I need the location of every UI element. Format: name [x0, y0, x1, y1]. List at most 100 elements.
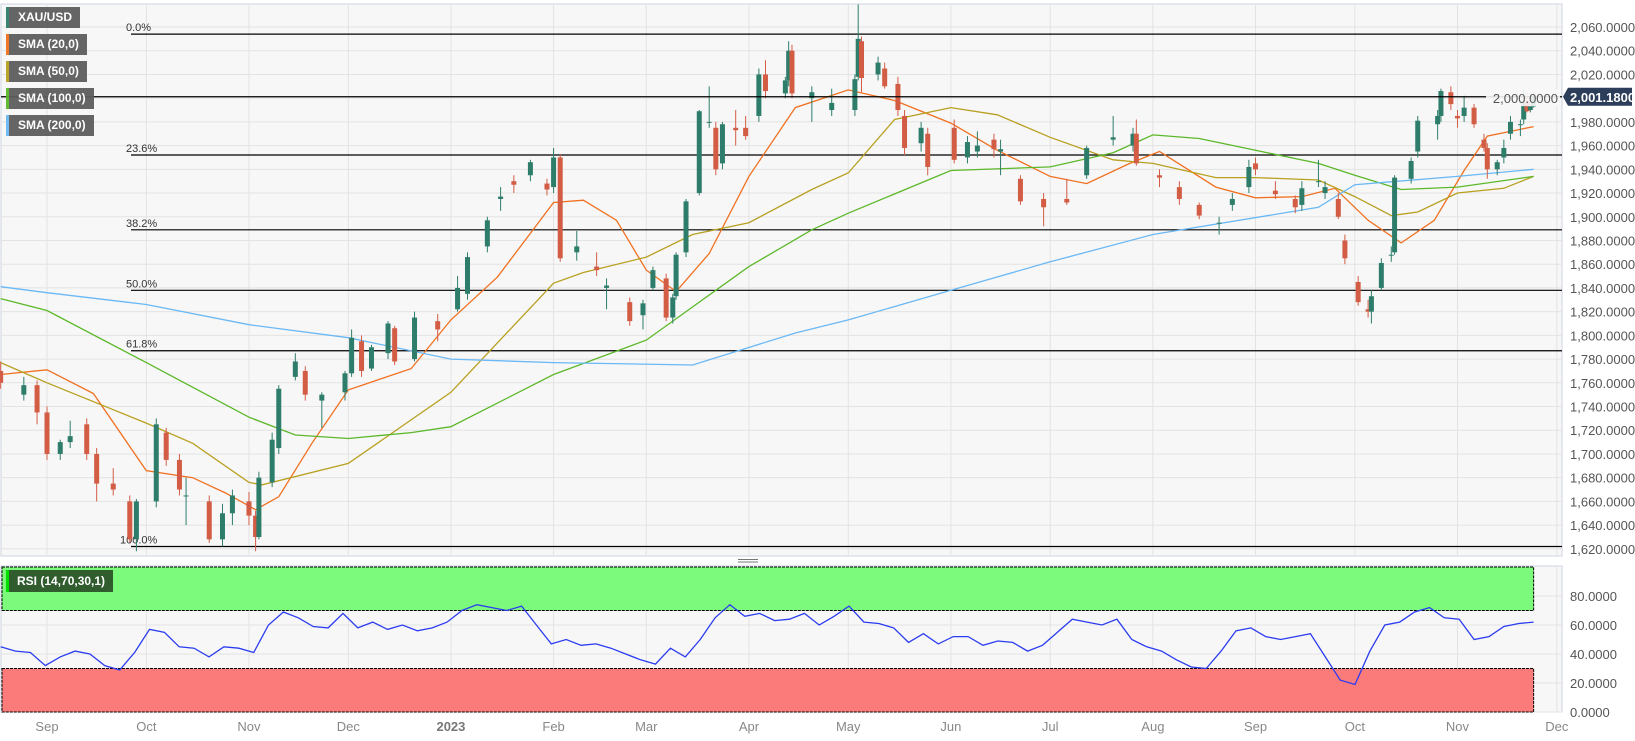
candle-body	[21, 385, 27, 395]
price-grid	[1, 5, 1562, 555]
candle-body	[551, 157, 557, 188]
price-tick-label: 1,880.0000	[1570, 233, 1635, 248]
candle-body	[829, 102, 835, 111]
sma-line-200	[0, 168, 1534, 366]
candle-body	[1216, 222, 1222, 224]
candle-body	[1471, 107, 1477, 125]
price-tick-label: 1,800.0000	[1570, 328, 1635, 343]
candle-body	[762, 74, 768, 92]
candlesticks	[0, 4, 1537, 552]
candle-body	[1461, 107, 1467, 116]
candle-body	[951, 127, 957, 160]
candle-body	[733, 127, 739, 131]
candle-body	[1507, 121, 1513, 134]
time-axis: Sep Oct Nov Dec 2023 Feb Mar Apr May Jun Jul Aug Sep…	[35, 719, 1568, 734]
candle-body	[1521, 101, 1527, 120]
candle-body	[464, 257, 470, 294]
candle-body	[1229, 198, 1235, 205]
candle-body	[269, 439, 275, 483]
price-tick-label: 1,960.0000	[1570, 139, 1635, 154]
fib-level-label: 38.2%	[126, 218, 157, 230]
candle-body	[991, 139, 997, 150]
candle-body	[349, 337, 355, 374]
price-tick-label: 1,720.0000	[1570, 423, 1635, 438]
candle-body	[1368, 296, 1374, 312]
price-tick-label: 1,900.0000	[1570, 210, 1635, 225]
candle-body	[1253, 163, 1259, 170]
price-tick-label: 1,760.0000	[1570, 376, 1635, 391]
candle-body	[650, 270, 656, 288]
candle-body	[1501, 147, 1507, 158]
candle-body	[1156, 175, 1162, 178]
candle-body	[67, 436, 73, 443]
legend-item-xau-usd[interactable]: XAU/USD	[6, 7, 81, 28]
candle-body	[0, 370, 4, 383]
rsi-zones	[1, 566, 1535, 713]
candle-body	[627, 302, 633, 322]
candle-body	[1484, 147, 1490, 170]
candle-body	[342, 373, 348, 393]
legend-item-sma-50-0[interactable]: SMA (50,0)	[6, 61, 87, 82]
tick-label-backdrop	[1486, 89, 1560, 107]
rsi-axis: 0.0000 20.0000 40.0000 60.0000 80.0000	[1570, 589, 1617, 720]
candle-body	[1435, 115, 1441, 125]
candle-body	[670, 297, 676, 318]
candle-body	[1176, 187, 1182, 199]
candle-body	[1110, 137, 1116, 140]
candle-body	[84, 424, 90, 454]
legend-item-sma-20-0[interactable]: SMA (20,0)	[6, 34, 87, 55]
candle-body	[1378, 263, 1384, 288]
candle-body	[683, 201, 689, 253]
candle-body	[925, 133, 931, 167]
price-tick-label: 1,920.0000	[1570, 186, 1635, 201]
candle-body	[1133, 133, 1139, 164]
price-tick-label: 1,680.0000	[1570, 471, 1635, 486]
time-tick-label: Dec	[1545, 719, 1569, 734]
time-tick-label: Apr	[739, 719, 760, 734]
rsi-tick-label: 0.0000	[1570, 705, 1610, 720]
candle-body	[756, 74, 762, 116]
candle-body	[153, 424, 159, 502]
candle-body	[1448, 92, 1454, 105]
candle-body	[1342, 240, 1348, 259]
candle-body	[455, 287, 461, 310]
candle-body	[206, 501, 212, 540]
candle-body	[319, 394, 325, 401]
candle-body	[163, 432, 169, 460]
time-tick-label: Feb	[542, 719, 564, 734]
candle-body	[1408, 161, 1414, 179]
candle-body	[302, 370, 308, 395]
time-tick-label: Sep	[1244, 719, 1267, 734]
candle-body	[743, 127, 749, 137]
time-tick-label: Dec	[337, 719, 361, 734]
candle-body	[392, 328, 398, 362]
candle-body	[1527, 106, 1533, 111]
candle-body	[1041, 198, 1047, 208]
legend-item-sma-100-0[interactable]: SMA (100,0)	[6, 88, 94, 109]
price-tick-label: 1,660.0000	[1570, 494, 1635, 509]
candle-body	[133, 501, 139, 540]
price-tick-label: 1,840.0000	[1570, 281, 1635, 296]
candle-body	[498, 196, 504, 199]
candle-body	[1454, 115, 1460, 119]
legend-item-sma-200-0[interactable]: SMA (200,0)	[6, 115, 94, 136]
rsi-tick-label: 80.0000	[1570, 589, 1617, 604]
last-price-label: 2,001.1800	[1570, 90, 1635, 105]
panel-resize-handle[interactable]	[1, 557, 1562, 565]
candle-body	[110, 483, 116, 490]
candle-body	[1246, 166, 1252, 188]
candle-body	[604, 285, 610, 288]
rsi-line	[0, 603, 1534, 686]
price-tick-label: 2,020.0000	[1570, 67, 1635, 82]
candle-body	[882, 68, 888, 87]
fib-level-label: 23.6%	[126, 143, 157, 155]
price-panel[interactable]	[0, 3, 1563, 557]
candle-body	[1481, 139, 1487, 148]
candle-body	[484, 220, 490, 247]
candle-body	[1415, 120, 1421, 152]
candle-body	[1335, 198, 1341, 217]
candle-body	[640, 303, 646, 316]
rsi-legend[interactable]: RSI (14,70,30,1)	[6, 570, 114, 592]
price-tick-label: 1,700.0000	[1570, 447, 1635, 462]
